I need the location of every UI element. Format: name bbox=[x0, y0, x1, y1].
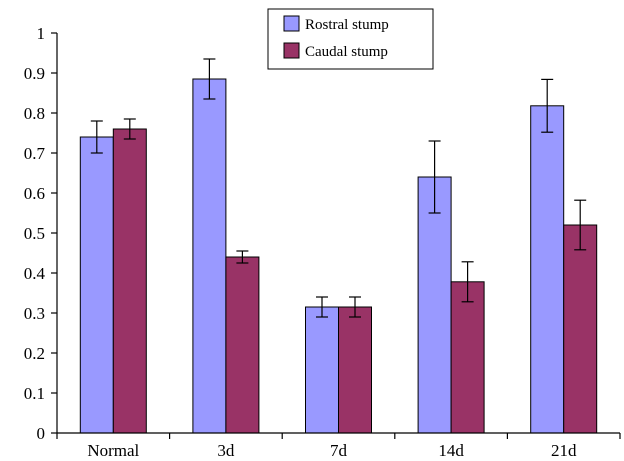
bar-caudal-stump-normal bbox=[112, 128, 147, 434]
x-tick-label: 21d bbox=[551, 441, 577, 460]
bars-layer bbox=[79, 78, 598, 434]
bar-caudal-stump-3d bbox=[225, 256, 260, 434]
legend: Rostral stump Caudal stump bbox=[267, 8, 434, 70]
y-tick-label: 0.8 bbox=[24, 104, 45, 123]
legend-label-rostral: Rostral stump bbox=[305, 17, 389, 33]
error-bar bbox=[203, 58, 216, 100]
error-bar bbox=[574, 199, 587, 251]
y-tick-label: 1 bbox=[37, 24, 46, 43]
y-tick-label: 0.3 bbox=[24, 304, 45, 323]
error-bar bbox=[90, 120, 103, 154]
x-tick-label: Normal bbox=[87, 441, 139, 460]
x-tick-label: 7d bbox=[330, 441, 348, 460]
error-bar bbox=[123, 118, 136, 140]
legend-label-caudal: Caudal stump bbox=[305, 44, 388, 60]
error-bar bbox=[428, 140, 441, 214]
error-bar bbox=[236, 250, 249, 264]
bar-caudal-stump-21d bbox=[563, 224, 598, 434]
x-tick-label: 3d bbox=[217, 441, 235, 460]
x-tick-label: 14d bbox=[438, 441, 464, 460]
error-bars-layer bbox=[90, 58, 587, 318]
bar-caudal-stump-14d bbox=[450, 281, 485, 434]
legend-swatch-caudal bbox=[283, 42, 300, 59]
bar-rostral-stump-14d bbox=[417, 176, 452, 434]
y-tick-label: 0.7 bbox=[24, 144, 46, 163]
bar-rostral-stump-7d bbox=[305, 306, 339, 434]
y-tick-label: 0.5 bbox=[24, 224, 45, 243]
error-bar bbox=[349, 296, 361, 318]
axes-layer: 0 0.1 0.2 0.3 0.4 0.5 0.6 0.7 0.8 0.9 1 Normal 3d 7d 1… bbox=[24, 24, 621, 460]
bar-caudal-stump-7d bbox=[338, 306, 372, 434]
bar-rostral-stump-normal bbox=[79, 136, 114, 434]
error-bar bbox=[461, 261, 474, 303]
y-tick-label: 0.9 bbox=[24, 64, 45, 83]
legend-swatch-rostral bbox=[283, 15, 300, 32]
y-tick-label: 0.2 bbox=[24, 344, 45, 363]
y-tick-label: 0.1 bbox=[24, 384, 45, 403]
error-bar bbox=[541, 78, 554, 133]
y-tick-label: 0.6 bbox=[24, 184, 45, 203]
bar-rostral-stump-3d bbox=[192, 78, 227, 434]
y-tick-label: 0 bbox=[37, 424, 46, 443]
y-tick-label: 0.4 bbox=[24, 264, 46, 283]
bar-rostral-stump-21d bbox=[530, 105, 565, 434]
error-bar bbox=[316, 296, 328, 318]
